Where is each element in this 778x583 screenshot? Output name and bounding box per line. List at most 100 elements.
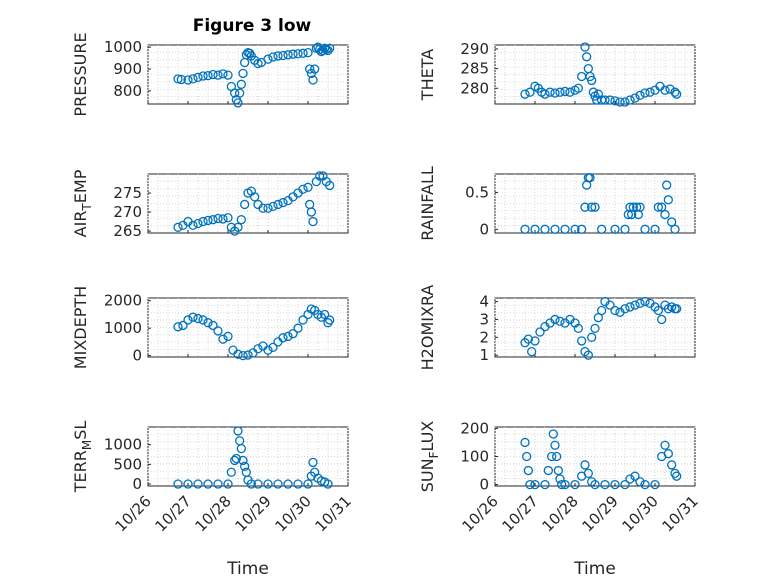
mixdepth-point [278,333,288,343]
pressure-panel: 800 900 1000 PRESSURE [71,32,349,117]
rainfall-point [663,195,673,205]
pressure-point [218,69,228,79]
air-temp-point [173,222,183,232]
terr-msl-point [193,479,203,489]
sun-flux-point [557,479,567,490]
mixdepth-point [208,320,218,331]
h2omixra-ytick-label: 2 [479,328,489,346]
rainfall-point [570,224,580,234]
air-temp-point [240,199,250,210]
rainfall-point [560,224,570,234]
pressure-point [303,47,313,58]
h2omixra-point [630,300,640,310]
sun-flux-ytick-label: 0 [479,476,489,494]
terr-msl-xtick-label: 10/31 [312,492,355,535]
rainfall-point [597,224,607,234]
air-temp-point [303,182,313,192]
h2omixra-point [535,327,545,337]
sun-flux-point [660,440,670,450]
sun-flux-xlabel: Time [573,559,616,579]
mixdepth-point [183,315,193,325]
sun-flux-point [543,465,553,476]
theta-point [665,84,675,94]
theta-point [625,95,635,105]
terr-msl-point [226,467,236,477]
rainfall-point [662,180,672,190]
terr-msl-point [203,479,213,489]
h2omixra-point [610,305,620,316]
rainfall-ytick-label: 0.5 [465,183,489,201]
theta-point [573,83,583,93]
sun-flux-point [550,440,560,450]
air-temp-point [298,184,308,194]
h2omixra-point [653,305,663,316]
h2omixra-point [597,305,607,316]
pressure-point [213,70,223,80]
mixdepth-point [288,329,298,339]
h2omixra-point [523,334,533,344]
theta-point [600,95,610,105]
terr-msl-point [236,443,246,454]
theta-point [587,75,597,86]
air-temp-point [218,214,228,224]
sun-flux-point [547,451,557,462]
sun-flux-point [570,479,580,490]
rainfall-point [577,224,587,234]
pressure-point [176,74,186,85]
terr-msl-point [293,479,303,489]
sun-flux-point [583,468,593,479]
h2omixra-point [672,304,682,314]
sun-flux-point [552,451,562,462]
theta-point [580,42,590,52]
sun-flux-point [610,479,620,490]
theta-point [540,89,550,99]
h2omixra-point [527,346,537,357]
sun-flux-point [590,479,600,490]
h2omixra-ylabel: H2OMIXRA [418,285,437,371]
theta-point [635,90,645,100]
mixdepth-point [283,331,293,342]
pressure-point [310,64,320,74]
h2omixra-point [620,304,630,314]
h2omixra-point [590,323,600,334]
h2omixra-point [587,332,597,342]
sun-flux-point [560,479,570,490]
theta-ytick-label: 285 [460,60,489,78]
air-temp-point [233,222,243,232]
h2omixra-ytick-label: 3 [479,310,489,328]
sun-flux-point [548,429,558,439]
h2omixra-point [555,316,565,326]
terr-msl-point [213,479,223,489]
terr-msl-point [231,453,241,464]
theta-point [672,89,682,99]
rainfall-point [653,202,663,212]
terr-msl-point [183,479,193,489]
mixdepth-point [203,318,213,328]
sun-flux-ytick-label: 100 [460,448,489,466]
rainfall-ylabel: RAINFALL [418,166,437,241]
theta-point [660,85,670,95]
air-temp-point [263,203,273,213]
pressure-point [236,79,246,89]
air-temp-point [223,213,233,223]
air-temp-ytick-label: 275 [113,184,142,202]
rainfall-point [667,217,677,227]
h2omixra-ytick-label: 1 [479,346,489,364]
rainfall-point [650,224,660,234]
sun-flux-point [530,479,540,490]
sun-flux-point [525,479,535,490]
pressure-point [198,71,208,81]
terr-msl-point [273,479,283,489]
theta-point [615,97,625,107]
terr-msl-point [223,479,233,489]
pressure-point [325,43,335,53]
theta-point [520,89,530,99]
theta-point [525,87,535,97]
h2omixra-point [635,298,645,309]
theta-point [550,88,560,98]
mixdepth-point [223,331,233,342]
sun-flux-point [672,471,682,481]
rainfall-point [610,224,620,234]
